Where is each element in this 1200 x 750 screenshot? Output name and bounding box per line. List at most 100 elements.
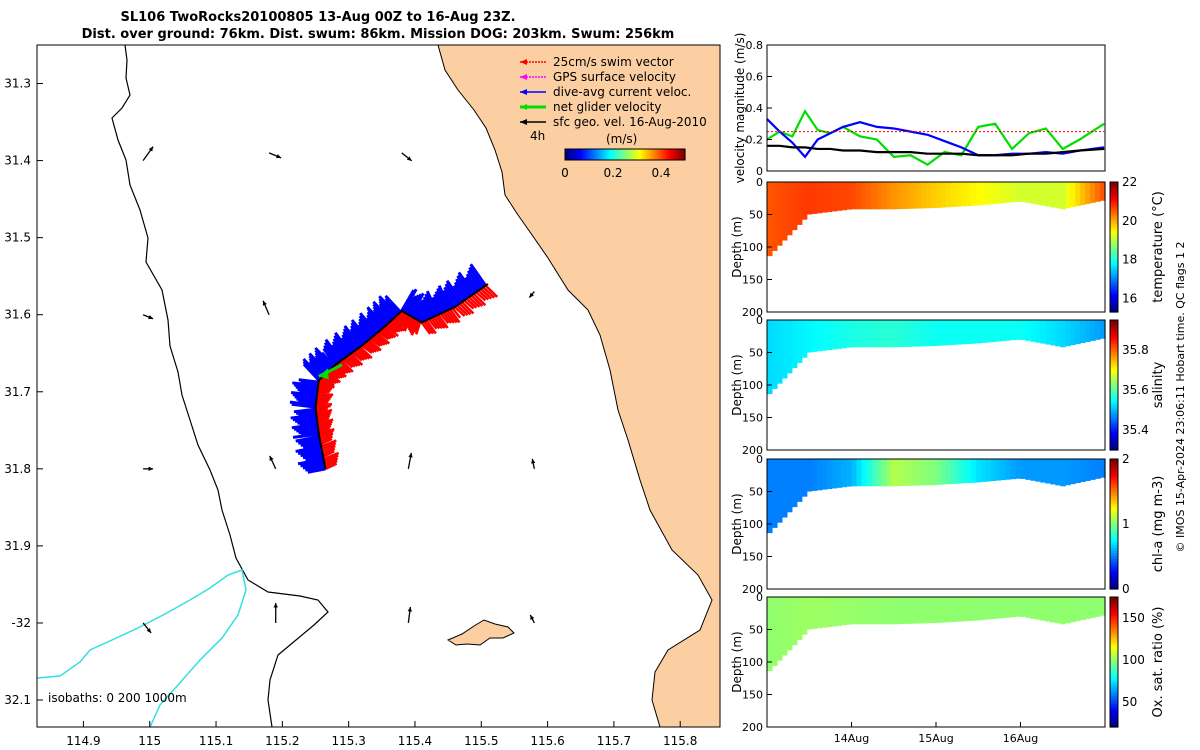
heatmap-column bbox=[801, 459, 808, 497]
geo-arrow-head bbox=[146, 628, 152, 633]
heatmap-column bbox=[876, 459, 882, 487]
current-vector bbox=[414, 296, 428, 321]
heatmap-column bbox=[945, 182, 952, 208]
heatmap-column bbox=[1070, 182, 1076, 208]
colorbar-cell bbox=[631, 149, 634, 160]
heatmap-column bbox=[791, 459, 798, 508]
heatmap-colorbar-cell bbox=[1110, 701, 1118, 705]
heatmap-column bbox=[1030, 459, 1037, 481]
heatmap-column bbox=[1070, 597, 1076, 623]
heatmap-colorbar-cell bbox=[1110, 643, 1118, 647]
heatmap-colorbar-cell bbox=[1110, 464, 1118, 468]
heatmap-column bbox=[975, 597, 982, 621]
heatmap-column bbox=[975, 459, 982, 483]
colorbar-cell bbox=[593, 149, 596, 160]
current-vector bbox=[433, 293, 445, 314]
colorbar-frame bbox=[564, 148, 686, 161]
current-vector bbox=[419, 302, 431, 320]
current-vector bbox=[294, 395, 317, 401]
colorbar-cell bbox=[571, 149, 574, 160]
heatmap-column bbox=[990, 320, 997, 343]
map-x-tick-label: 115.5 bbox=[464, 734, 498, 748]
current-vector bbox=[300, 450, 323, 458]
heatmap-column bbox=[791, 182, 798, 231]
heatmap-colorbar-cell bbox=[1110, 615, 1118, 619]
heatmap-colorbar-cell bbox=[1110, 599, 1118, 603]
current-vector bbox=[401, 288, 418, 313]
heatmap-column bbox=[826, 320, 833, 351]
heatmap-column bbox=[1075, 182, 1081, 207]
current-vector bbox=[298, 411, 317, 417]
swim-vector bbox=[425, 319, 437, 335]
current-vector bbox=[323, 341, 341, 363]
heatmap-colorbar-label: salinity bbox=[1151, 361, 1166, 408]
heatmap-colorbar-cell bbox=[1110, 524, 1118, 528]
map-y-tick-label: 31.9 bbox=[4, 539, 31, 553]
heatmap-column bbox=[1025, 182, 1032, 203]
heatmap-colorbar-tick: 100 bbox=[1122, 653, 1145, 667]
heatmap-column bbox=[1040, 182, 1046, 206]
heatmap-colorbar-cell bbox=[1110, 296, 1118, 300]
heatmap-column bbox=[821, 182, 828, 213]
heatmap-column bbox=[871, 182, 877, 210]
heatmap-colorbar-cell bbox=[1110, 490, 1118, 494]
heatmap-colorbar-cell bbox=[1110, 192, 1118, 196]
heatmap-column bbox=[970, 320, 977, 344]
current-vector bbox=[365, 316, 380, 333]
geo-arrow-head bbox=[407, 606, 412, 612]
map-x-tick-label: 115.8 bbox=[663, 734, 697, 748]
heatmap-column bbox=[980, 459, 987, 482]
heatmap-column bbox=[856, 459, 863, 487]
map-x-ticks: 114.9 115 115.1 115.2 115.3 115.4 115.5 115.6 11… bbox=[66, 721, 697, 748]
current-vector bbox=[424, 293, 438, 317]
map-y-ticks: 31.3 31.4 31.5 31.6 31.7 31.8 31.9 -32 32.1 bbox=[4, 77, 43, 707]
heatmap-column bbox=[995, 459, 1002, 481]
heatmap-colorbar-cell bbox=[1110, 568, 1118, 572]
heatmap-column bbox=[990, 182, 997, 205]
heatmap-column bbox=[965, 320, 972, 345]
swim-vector bbox=[389, 320, 404, 332]
heatmap-colorbar-cell bbox=[1110, 516, 1118, 520]
heatmap-column bbox=[816, 459, 823, 491]
land-mass bbox=[437, 45, 720, 727]
heatmap-colorbar-cell bbox=[1110, 364, 1118, 368]
heatmap-column bbox=[846, 182, 853, 210]
heatmap-column bbox=[871, 320, 877, 348]
island bbox=[446, 619, 515, 646]
heatmap-colorbar-cell bbox=[1110, 184, 1118, 188]
heatmap-column bbox=[836, 320, 843, 349]
geo-arrow-head bbox=[529, 292, 534, 298]
current-vector bbox=[324, 338, 343, 362]
heatmap-column bbox=[1095, 459, 1101, 479]
heatmap-column bbox=[781, 182, 788, 241]
heatmap-column bbox=[876, 320, 882, 348]
heatmap-colorbar-cell bbox=[1110, 327, 1118, 331]
heatmap-colorbar-cell bbox=[1110, 604, 1118, 608]
heatmap-column bbox=[831, 597, 838, 627]
swim-vector bbox=[387, 321, 402, 333]
heatmap-colorbar-tick: 50 bbox=[1122, 695, 1137, 709]
heatmap-column bbox=[1040, 597, 1046, 621]
heatmap-colorbar-cell bbox=[1110, 508, 1118, 512]
heatmap-colorbar-cell bbox=[1110, 403, 1118, 407]
heatmap-column bbox=[921, 597, 927, 624]
current-vector bbox=[296, 426, 319, 433]
heatmap-column bbox=[980, 182, 987, 205]
heatmap-colorbar-cell bbox=[1110, 408, 1118, 412]
heatmap-column bbox=[955, 597, 962, 622]
colorbar-tick-label: 0.4 bbox=[651, 166, 670, 180]
heatmap-column bbox=[866, 182, 872, 210]
swim-vector bbox=[351, 351, 363, 362]
colorbar-cell bbox=[581, 149, 584, 160]
heatmap-column bbox=[771, 182, 778, 251]
swim-vector bbox=[359, 346, 373, 360]
heatmap-colorbar-cell bbox=[1110, 472, 1118, 476]
swim-vector bbox=[344, 356, 356, 368]
heatmap-column bbox=[846, 459, 853, 487]
heatmap-column bbox=[965, 182, 972, 207]
colorbar-cell bbox=[613, 149, 616, 160]
heatmap-colorbar-cell bbox=[1110, 482, 1118, 486]
heatmap-colorbar-cell bbox=[1110, 547, 1118, 551]
heatmap-column bbox=[1015, 597, 1022, 617]
